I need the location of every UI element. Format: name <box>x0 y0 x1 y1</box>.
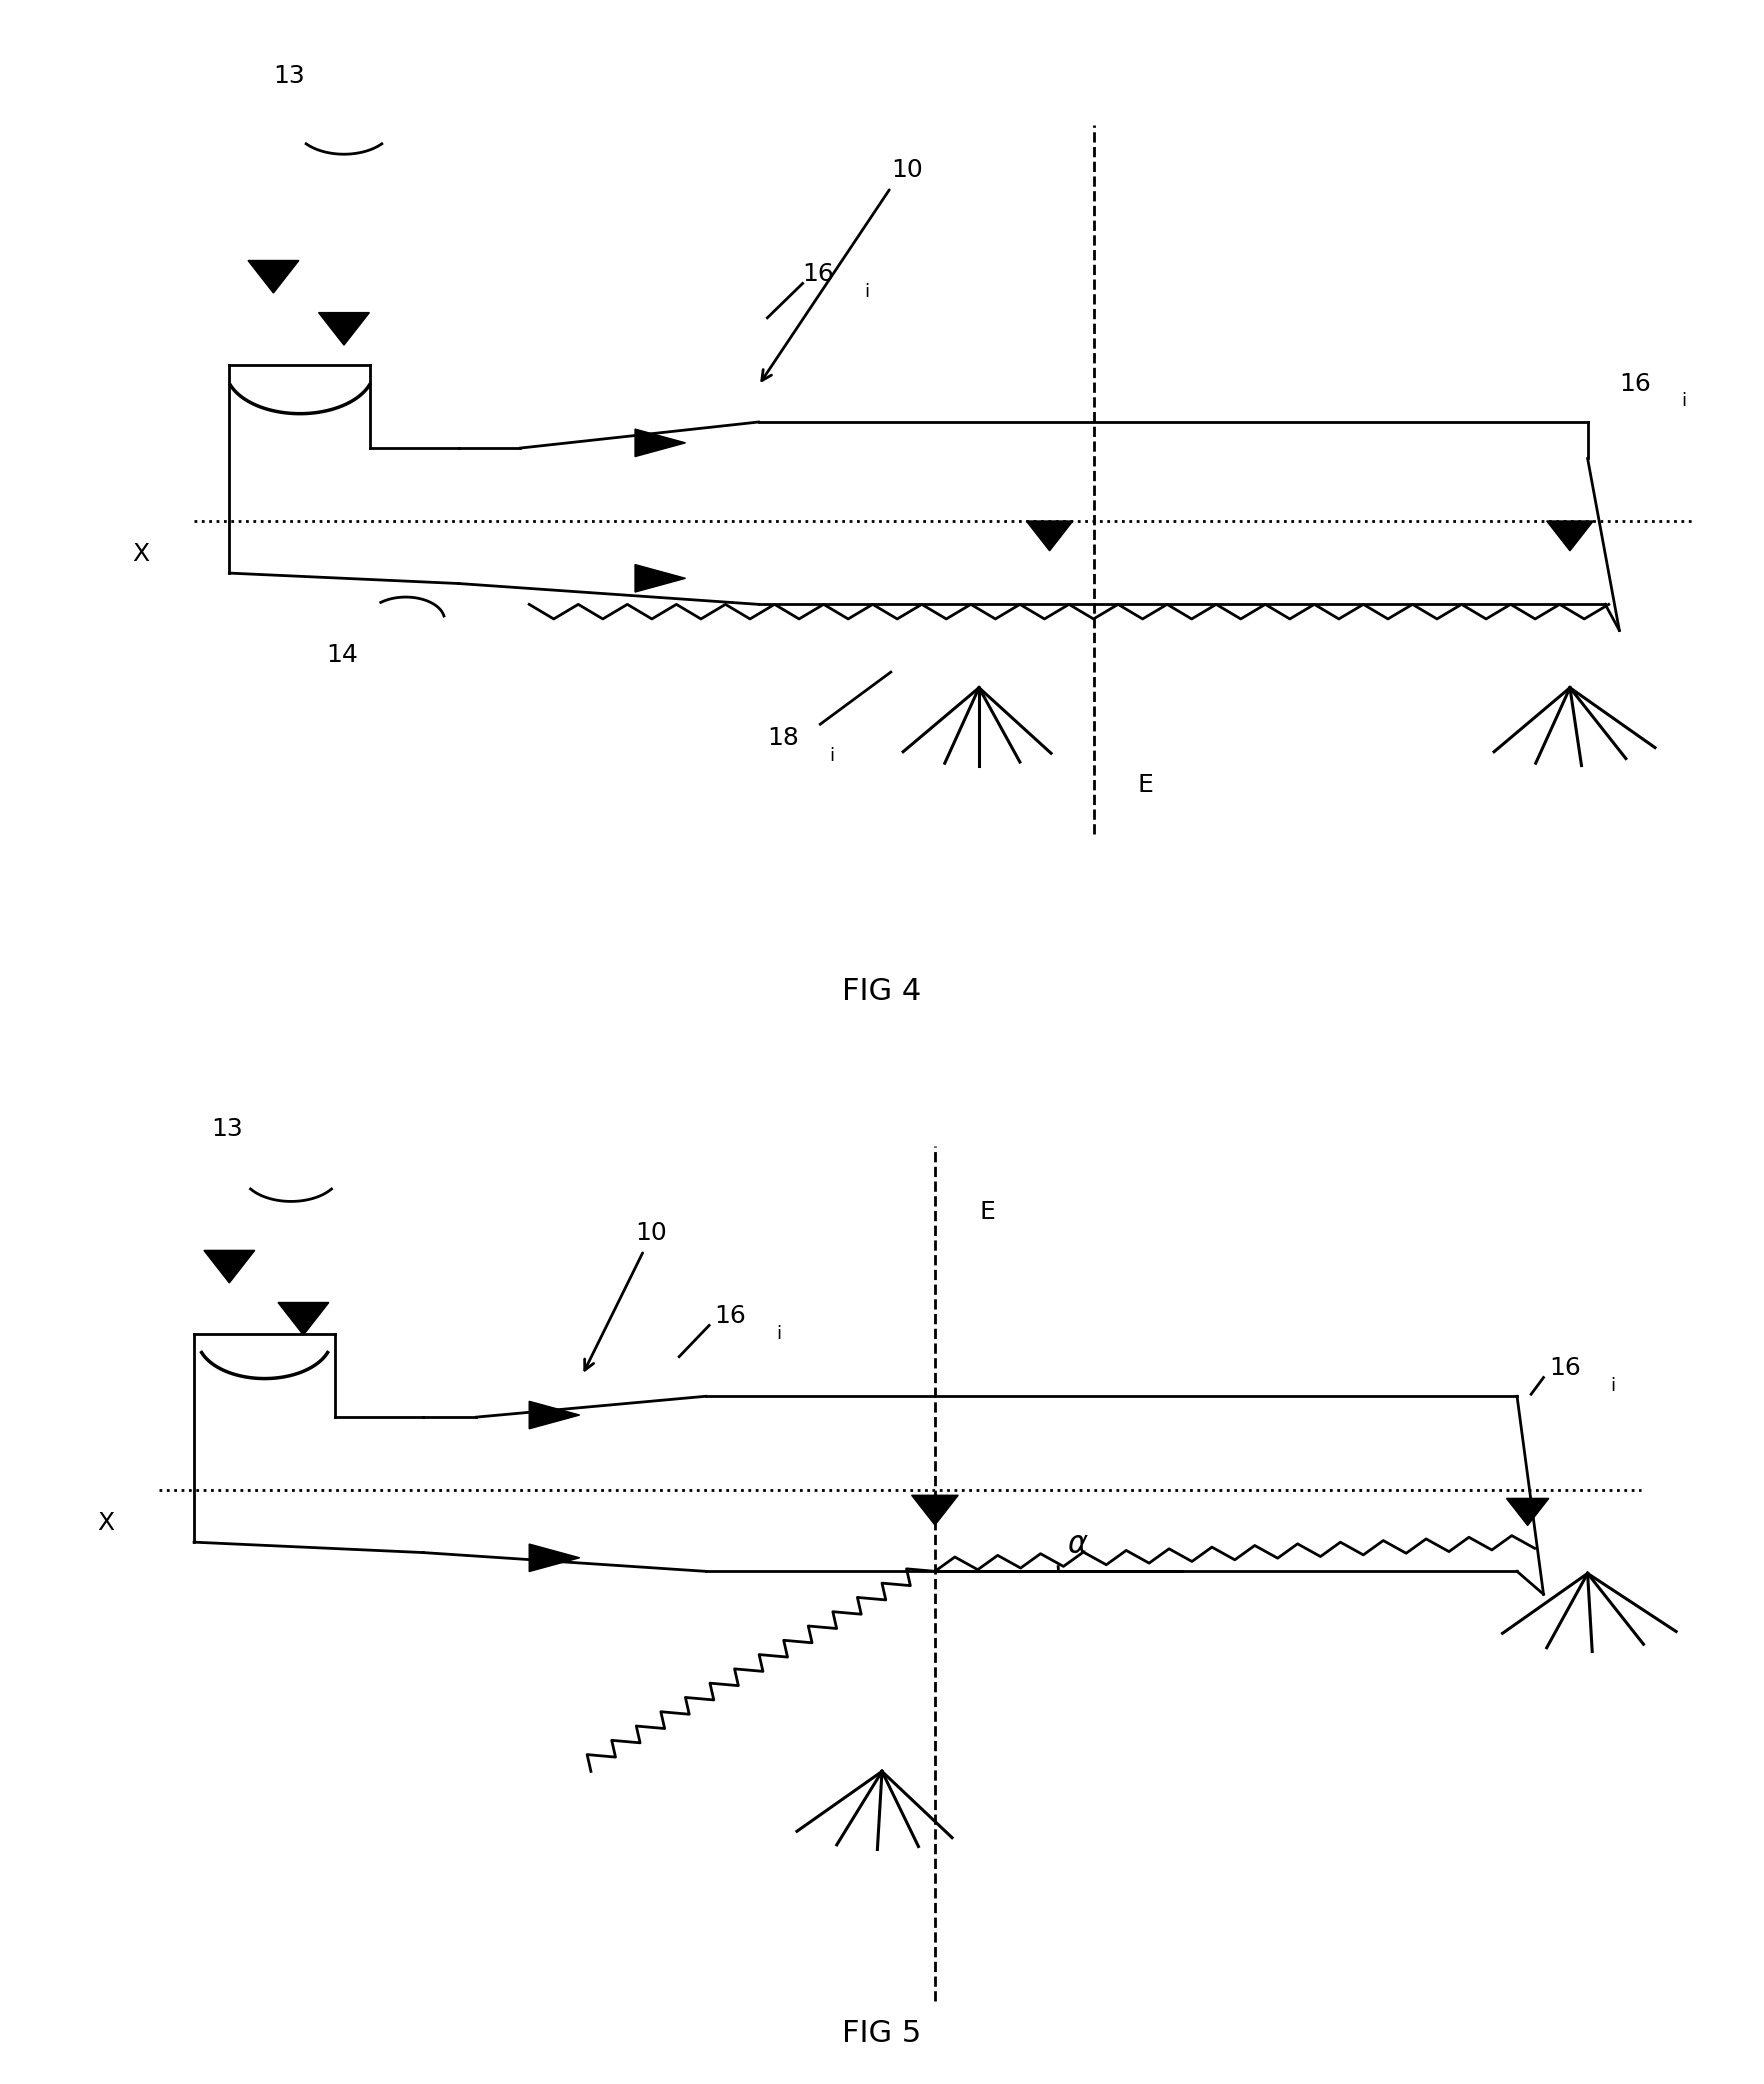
Text: 10: 10 <box>635 1221 667 1244</box>
Text: 13: 13 <box>212 1117 243 1140</box>
Text: E: E <box>1138 773 1154 796</box>
Text: i: i <box>1611 1378 1616 1394</box>
Polygon shape <box>635 565 686 592</box>
Text: i: i <box>1681 392 1686 411</box>
Text: 16: 16 <box>1619 371 1651 396</box>
Polygon shape <box>1547 521 1593 550</box>
Text: 14: 14 <box>326 642 358 667</box>
Polygon shape <box>249 260 298 294</box>
Text: E: E <box>979 1200 995 1223</box>
Polygon shape <box>529 1544 580 1571</box>
Polygon shape <box>1506 1498 1549 1525</box>
Text: i: i <box>864 283 870 300</box>
Polygon shape <box>529 1400 580 1430</box>
Text: 16: 16 <box>1549 1357 1581 1380</box>
Polygon shape <box>1027 521 1073 550</box>
Text: 13: 13 <box>273 65 305 88</box>
Text: X: X <box>97 1511 115 1534</box>
Text: i: i <box>829 746 834 765</box>
Text: FIG 4: FIG 4 <box>843 977 921 1007</box>
Polygon shape <box>912 1496 958 1525</box>
Text: 16: 16 <box>714 1305 746 1328</box>
Polygon shape <box>635 429 686 456</box>
Polygon shape <box>279 1302 328 1336</box>
Text: 18: 18 <box>767 725 799 750</box>
Polygon shape <box>319 313 369 346</box>
Polygon shape <box>205 1250 254 1284</box>
Text: FIG 5: FIG 5 <box>843 2019 921 2049</box>
Text: 10: 10 <box>891 158 923 181</box>
Text: i: i <box>776 1325 781 1342</box>
Text: $\alpha$: $\alpha$ <box>1067 1530 1088 1559</box>
Text: 16: 16 <box>803 263 834 286</box>
Text: X: X <box>132 542 150 565</box>
